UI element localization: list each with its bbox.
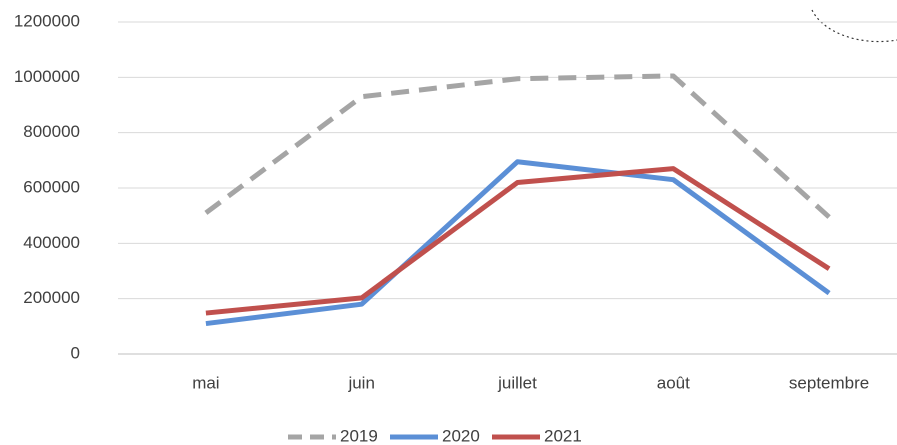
series-line [206, 76, 829, 217]
decoration [812, 10, 897, 42]
chart: 0 200000 400000 600000 800000 1000000 1200000 m… [0, 0, 897, 445]
y-tick-label: 200000 [23, 288, 80, 307]
y-tick-label: 600000 [23, 177, 80, 196]
x-tick-label: septembre [789, 373, 869, 392]
legend-label: 2021 [544, 426, 582, 445]
x-tick-label: août [657, 373, 690, 392]
series-line [206, 162, 829, 324]
y-tick-label: 400000 [23, 233, 80, 252]
legend-label: 2020 [442, 426, 480, 445]
x-tick-label: juillet [497, 373, 537, 392]
legend-label: 2019 [340, 426, 378, 445]
x-tick-label: mai [192, 373, 219, 392]
y-tick-label: 0 [71, 343, 80, 362]
y-tick-label: 800000 [23, 122, 80, 141]
y-tick-label: 1200000 [14, 11, 80, 30]
series-line [206, 169, 829, 313]
y-tick-label: 1000000 [14, 67, 80, 86]
x-tick-label: juin [347, 373, 374, 392]
